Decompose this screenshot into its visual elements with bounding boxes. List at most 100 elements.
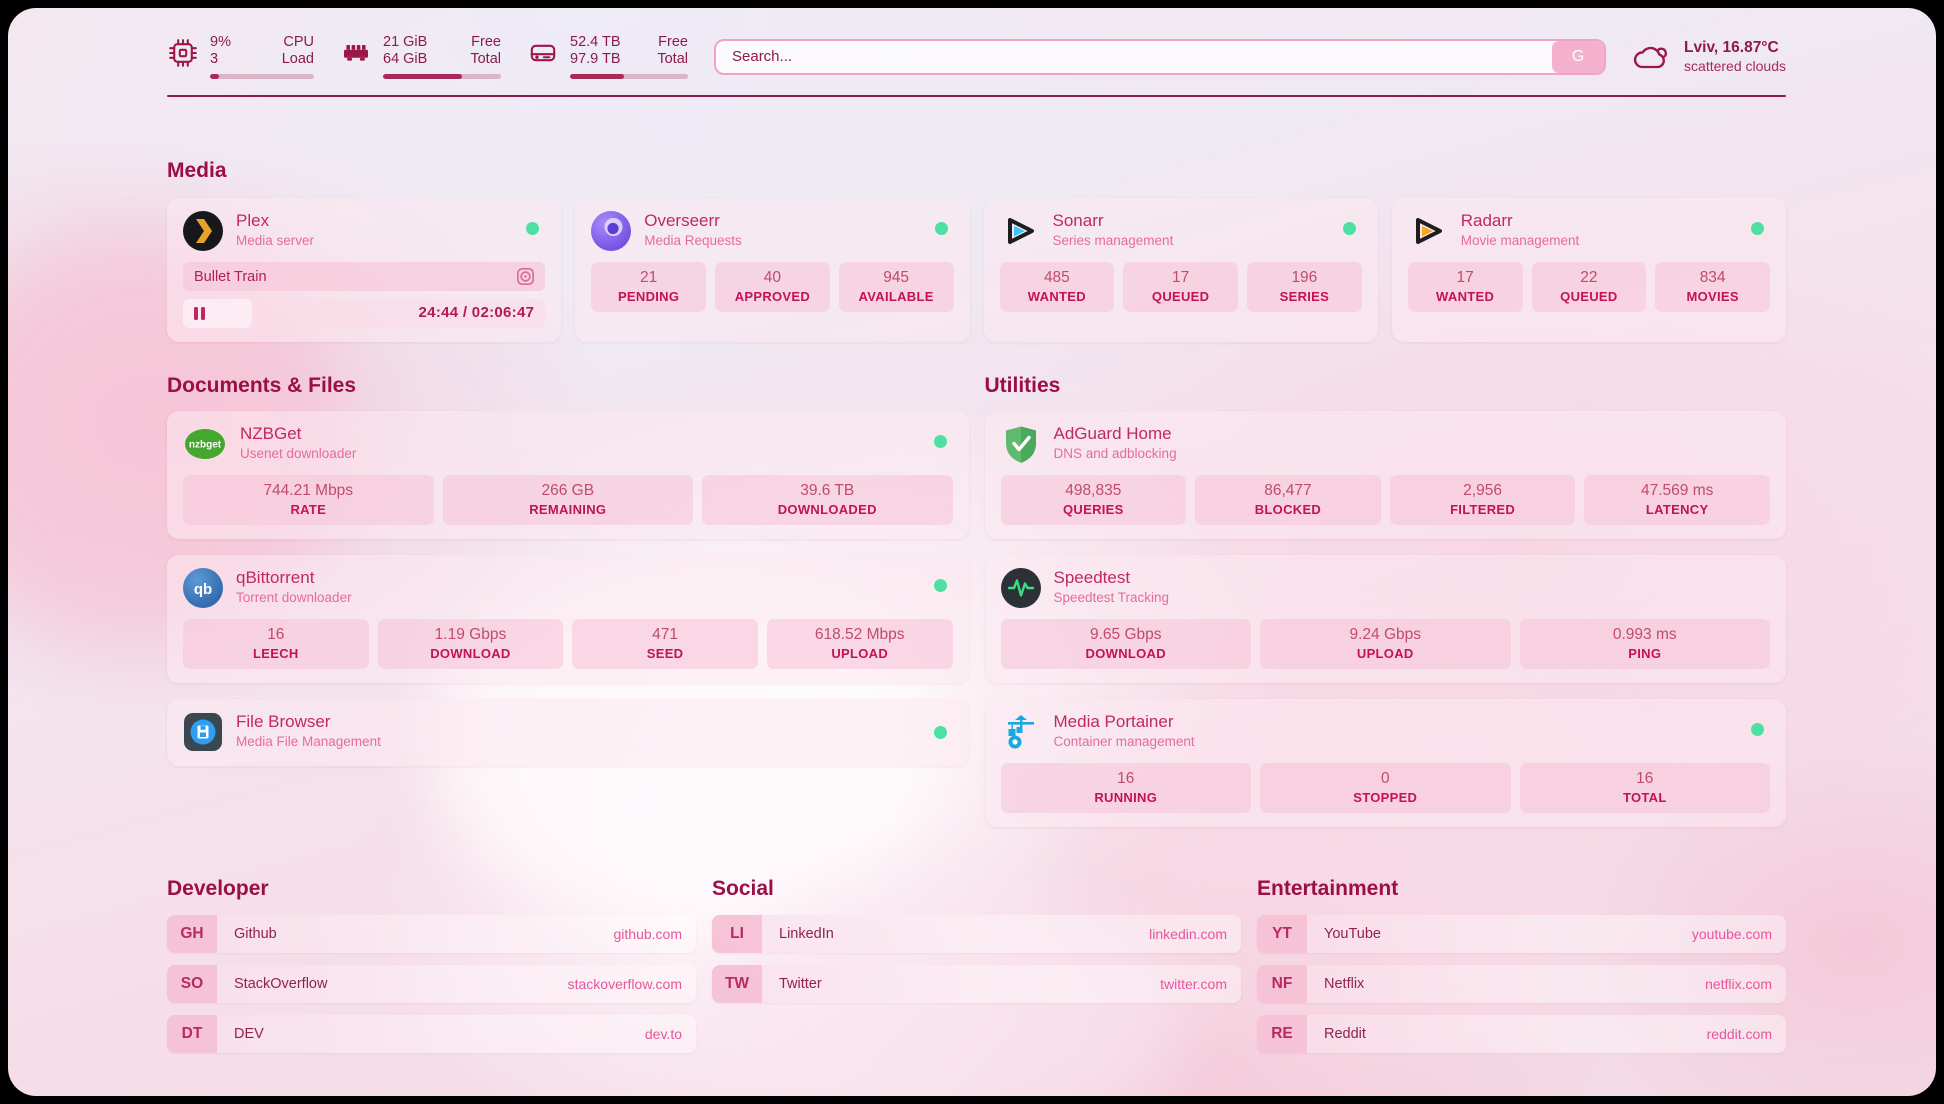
bookmark-youtube[interactable]: YT YouTube youtube.com [1257, 915, 1786, 953]
section-title-social: Social [712, 877, 774, 900]
stat-pending: 21 PENDING [591, 262, 706, 312]
stat-movies: 834 MOVIES [1655, 262, 1770, 312]
stat-seed: 471 SEED [572, 619, 758, 669]
memory-widget: 21 GiB 64 GiB Free Total [340, 34, 501, 79]
service-card-filebrowser[interactable]: File Browser Media File Management [167, 699, 969, 766]
portainer-icon [1007, 715, 1034, 749]
bookmark-abbr: RE [1257, 1015, 1307, 1053]
cpu-percent: 9% [210, 34, 231, 50]
service-subtitle: Series management [1052, 233, 1174, 248]
cpu-icon [169, 39, 197, 67]
plex-progress-time: 24:44 / 02:06:47 [418, 304, 535, 321]
service-card-radarr[interactable]: Radarr Movie management 17 WANTED 22 QUE… [1391, 198, 1786, 342]
svg-text:nzbget: nzbget [189, 440, 222, 451]
section-title-developer: Developer [167, 877, 269, 900]
bookmark-reddit[interactable]: RE Reddit reddit.com [1257, 1015, 1786, 1053]
stat-leech: 16 LEECH [183, 619, 369, 669]
disk-free-label: Free [658, 34, 688, 50]
stat-available: 945 AVAILABLE [838, 262, 954, 312]
service-title: Plex [236, 211, 270, 230]
status-dot [1342, 222, 1356, 235]
service-title: qBittorrent [236, 568, 315, 587]
service-subtitle: Media Requests [644, 233, 742, 248]
service-subtitle: Torrent downloader [236, 590, 352, 605]
disk-total-label: Total [657, 51, 688, 67]
bookmark-twitter[interactable]: TW Twitter twitter.com [712, 965, 1241, 1003]
developer-links: GH Github github.com SO StackOverflow st… [167, 915, 696, 1065]
disk-icon [530, 44, 556, 62]
cpu-load-value: 3 [210, 51, 219, 67]
stat-download: 9.65 Gbps DOWNLOAD [1000, 619, 1251, 669]
stat-approved: 40 APPROVED [715, 262, 830, 312]
radarr-icon [1415, 218, 1442, 244]
stat-queued: 22 QUEUED [1531, 262, 1647, 312]
disk-widget: 52.4 TB 97.9 TB Free Total [527, 34, 688, 79]
stat-stopped: 0 STOPPED [1260, 763, 1511, 813]
bookmark-url: reddit.com [1706, 1026, 1772, 1042]
service-card-plex[interactable]: Plex Media server Bullet Train [167, 198, 562, 342]
service-card-sonarr[interactable]: Sonarr Series management 485 WANTED 17 Q… [983, 198, 1378, 342]
memory-total-label: Total [470, 51, 501, 67]
cpu-widget: 9% 3 CPU Load [167, 34, 314, 79]
bookmark-url: netflix.com [1705, 976, 1772, 992]
memory-icon [344, 45, 368, 61]
service-title: Speedtest [1053, 568, 1131, 587]
cpu-label: CPU [283, 34, 314, 50]
bookmark-url: youtube.com [1691, 926, 1772, 942]
stat-downloaded: 39.6 TB DOWNLOADED [702, 475, 953, 525]
service-card-qbittorrent[interactable]: qb qBittorrent Torrent downloader 16 LEE… [167, 555, 969, 683]
qbittorrent-icon: qb [183, 568, 223, 608]
bookmark-netflix[interactable]: NF Netflix netflix.com [1257, 965, 1786, 1003]
search-input[interactable] [716, 40, 1553, 73]
service-title: Radarr [1460, 211, 1513, 230]
entertainment-links: YT YouTube youtube.com NF Netflix netfli… [1257, 915, 1786, 1065]
status-dot [1751, 222, 1764, 235]
weather-location-temp: Lviv, 16.87°C [1684, 38, 1779, 56]
bookmark-github[interactable]: GH Github github.com [167, 915, 696, 953]
bookmark-abbr: LI [712, 915, 762, 953]
bookmark-dev[interactable]: DT DEV dev.to [167, 1015, 696, 1053]
memory-total-value: 64 GiB [383, 51, 428, 67]
status-dot [934, 222, 948, 235]
service-subtitle: Movie management [1460, 233, 1580, 248]
memory-free-label: Free [471, 34, 501, 50]
section-title-media: Media [167, 159, 227, 182]
filebrowser-icon [184, 713, 222, 751]
stat-queries: 498,835 QUERIES [1000, 475, 1187, 525]
weather-widget: Lviv, 16.87°C scattered clouds [1632, 38, 1786, 76]
stat-ping: 0.993 ms PING [1519, 619, 1770, 669]
bookmark-name: YouTube [1324, 926, 1381, 942]
speedtest-icon [1000, 568, 1041, 608]
stat-queued: 17 QUEUED [1123, 262, 1238, 312]
status-dot [933, 726, 947, 739]
stat-upload: 618.52 Mbps UPLOAD [766, 619, 953, 669]
disk-free-value: 52.4 TB [570, 34, 621, 50]
status-dot [933, 579, 947, 592]
search-provider-button[interactable]: G [1552, 40, 1605, 73]
bookmark-abbr: GH [167, 915, 217, 953]
bookmark-url: twitter.com [1160, 976, 1227, 992]
stat-series: 196 SERIES [1247, 262, 1362, 312]
service-title: AdGuard Home [1053, 424, 1172, 443]
bookmark-stackoverflow[interactable]: SO StackOverflow stackoverflow.com [167, 965, 696, 1003]
service-card-portainer[interactable]: Media Portainer Container management 16 … [984, 699, 1786, 827]
bookmark-abbr: SO [167, 965, 217, 1003]
service-title: Overseerr [644, 211, 720, 230]
bookmark-name: DEV [234, 1026, 264, 1042]
stat-upload: 9.24 Gbps UPLOAD [1260, 619, 1511, 669]
stat-download: 1.19 Gbps DOWNLOAD [377, 619, 564, 669]
service-card-nzbget[interactable]: nzbget NZBGet Usenet downloader 744.21 M… [167, 411, 969, 539]
bookmark-name: StackOverflow [234, 976, 328, 992]
section-title-entertainment: Entertainment [1257, 877, 1399, 900]
stat-wanted: 485 WANTED [999, 262, 1115, 312]
nzbget-icon: nzbget [185, 429, 225, 459]
bookmark-linkedin[interactable]: LI LinkedIn linkedin.com [712, 915, 1241, 953]
service-card-speedtest[interactable]: Speedtest Speedtest Tracking 9.65 Gbps D… [984, 555, 1786, 683]
weather-condition: scattered clouds [1684, 57, 1786, 74]
adguard-icon [1005, 426, 1036, 463]
service-subtitle: DNS and adblocking [1053, 446, 1177, 461]
service-subtitle: Media server [236, 233, 315, 248]
stat-filtered: 2,956 FILTERED [1389, 475, 1576, 525]
service-card-adguard[interactable]: AdGuard Home DNS and adblocking 498,835 … [984, 411, 1786, 539]
service-card-overseerr[interactable]: Overseerr Media Requests 21 PENDING 40 A… [575, 198, 970, 342]
